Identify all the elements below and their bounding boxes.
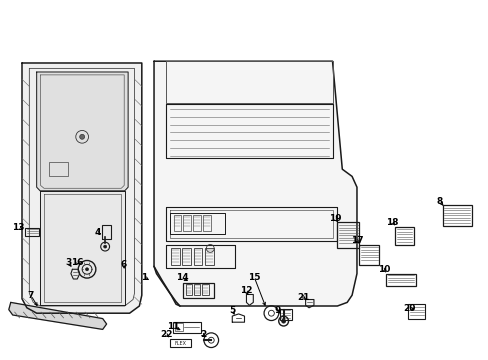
Bar [102, 225, 111, 239]
Text: 1: 1 [141, 273, 147, 282]
Bar [49, 162, 68, 176]
Bar [172, 322, 201, 333]
Bar [204, 248, 213, 265]
Bar [183, 215, 191, 231]
Circle shape [103, 245, 106, 248]
Bar [182, 248, 191, 265]
Bar [203, 215, 210, 231]
Bar [25, 228, 39, 236]
Text: 22: 22 [160, 330, 172, 339]
Bar [407, 304, 425, 319]
Bar [202, 284, 208, 295]
Polygon shape [9, 302, 106, 329]
Bar [173, 215, 181, 231]
Circle shape [80, 134, 84, 139]
Text: 12: 12 [239, 287, 252, 295]
Text: 3: 3 [65, 258, 71, 267]
Text: 8: 8 [436, 197, 442, 206]
Polygon shape [154, 61, 356, 306]
Text: 16: 16 [71, 258, 83, 266]
Bar [174, 323, 183, 331]
Polygon shape [22, 63, 142, 313]
Text: 6: 6 [121, 260, 126, 269]
Text: 15: 15 [247, 273, 260, 282]
Text: 14: 14 [175, 274, 188, 282]
Bar [171, 248, 180, 265]
Text: 7: 7 [27, 291, 34, 300]
Text: 10: 10 [377, 266, 389, 274]
Bar [279, 309, 291, 320]
Bar [170, 339, 190, 347]
Text: 21: 21 [296, 292, 309, 302]
Text: 20: 20 [403, 304, 415, 313]
Text: 2: 2 [200, 330, 205, 339]
Bar [394, 227, 413, 245]
Circle shape [85, 268, 88, 271]
Circle shape [281, 319, 285, 323]
Polygon shape [37, 72, 128, 191]
Bar [185, 284, 192, 295]
Text: 18: 18 [386, 218, 398, 227]
Bar [442, 205, 471, 226]
Text: 19: 19 [328, 214, 341, 223]
Bar [193, 215, 201, 231]
Bar [359, 245, 378, 265]
Text: 4: 4 [94, 228, 101, 237]
Text: 17: 17 [350, 236, 363, 245]
Bar [194, 284, 200, 295]
Text: 11: 11 [167, 323, 180, 331]
Bar [183, 283, 213, 298]
Bar [337, 222, 359, 248]
Bar [193, 248, 202, 265]
Text: 5: 5 [229, 306, 235, 315]
Polygon shape [40, 191, 124, 305]
Bar [386, 274, 415, 286]
Text: 9: 9 [274, 306, 281, 315]
Text: FLEX: FLEX [174, 341, 186, 346]
Text: 13: 13 [12, 223, 25, 232]
